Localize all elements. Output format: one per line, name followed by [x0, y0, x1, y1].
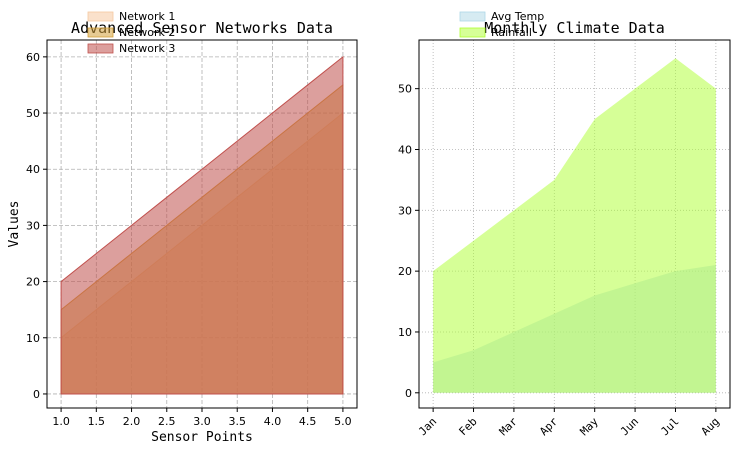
left-x-tick-label: 3.5 [228, 415, 246, 428]
right-chart-title: Monthly Climate Data [484, 19, 665, 37]
left-y-tick-label: 50 [26, 107, 40, 120]
climate-chart: Jan Feb Mar Apr May Jun Jul Aug 0 10 20 30 40 50 Mon… [398, 10, 731, 438]
left-chart-title: Advanced Sensor Networks Data [71, 19, 333, 37]
left-area-network-3 [60, 55, 344, 395]
legend-label: Rainfall [491, 26, 532, 39]
left-x-tick-label: 4.5 [299, 415, 317, 428]
right-y-tick-label: 0 [405, 387, 412, 400]
right-x-tick-label: Jun [618, 415, 641, 438]
left-y-tick-label: 40 [26, 163, 40, 176]
left-x-tick-label: 1.0 [52, 415, 70, 428]
right-x-ticks: Jan Feb Mar Apr May Jun Jul Aug [416, 408, 722, 438]
left-y-tick-label: 0 [33, 388, 40, 401]
legend-label: Network 3 [119, 42, 175, 55]
legend-label: Network 2 [119, 26, 175, 39]
right-legend: Avg Temp Rainfall [459, 10, 544, 39]
legend-swatch [87, 11, 114, 22]
sensor-networks-chart: 1.0 1.5 2.0 2.5 3.0 3.5 4.0 4.5 5.0 0 10 20 30 40 50 6… [7, 10, 358, 445]
left-y-tick-label: 10 [26, 332, 40, 345]
right-y-tick-label: 20 [398, 265, 412, 278]
left-y-tick-label: 60 [26, 51, 40, 64]
left-legend: Network 1 Network 2 Network 3 [87, 10, 175, 55]
right-x-tick-label: Jan [416, 415, 439, 438]
right-x-tick-label: Feb [456, 415, 479, 438]
legend-swatch [459, 11, 486, 22]
right-y-tick-label: 10 [398, 326, 412, 339]
left-y-tick-label: 30 [26, 219, 40, 232]
left-x-ticks: 1.0 1.5 2.0 2.5 3.0 3.5 4.0 4.5 5.0 [52, 408, 352, 428]
right-x-tick-label: May [578, 415, 602, 439]
right-x-tick-label: Mar [497, 415, 521, 439]
right-y-ticks: 0 10 20 30 40 50 [398, 83, 419, 400]
left-x-tick-label: 1.5 [88, 415, 106, 428]
right-plot-frame [418, 39, 731, 409]
legend-label: Avg Temp [491, 10, 544, 23]
right-x-tick-label: Apr [537, 415, 561, 439]
legend-swatch [87, 27, 114, 38]
left-x-tick-label: 5.0 [334, 415, 352, 428]
left-y-tick-label: 20 [26, 276, 40, 289]
legend-swatch [87, 43, 114, 54]
left-x-tick-label: 4.0 [264, 415, 282, 428]
left-y-ticks: 0 10 20 30 40 50 60 [26, 51, 47, 401]
left-y-axis-label: Values [7, 201, 22, 248]
right-areas [433, 58, 716, 393]
right-y-tick-label: 40 [398, 143, 412, 156]
left-x-tick-label: 2.5 [158, 415, 176, 428]
left-x-tick-label: 3.0 [193, 415, 211, 428]
right-area-rainfall [433, 58, 716, 393]
legend-swatch [459, 27, 486, 38]
left-x-tick-label: 2.0 [123, 415, 141, 428]
right-x-tick-label: Aug [699, 415, 722, 438]
right-y-tick-label: 50 [398, 83, 412, 96]
left-x-axis-label: Sensor Points [151, 430, 253, 445]
legend-label: Network 1 [119, 10, 175, 23]
right-x-tick-label: Jul [658, 415, 681, 438]
right-y-tick-label: 30 [398, 204, 412, 217]
left-areas [60, 55, 344, 395]
